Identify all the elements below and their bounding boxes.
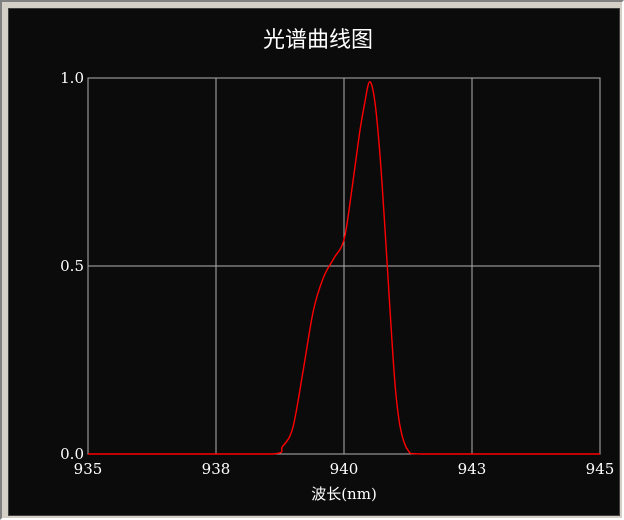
series-group	[88, 81, 600, 455]
spectrum-series-line	[88, 81, 600, 455]
chart-title: 光谱曲线图	[263, 28, 373, 53]
y-tick-label: 0.0	[60, 445, 84, 463]
x-tick-label: 945	[586, 460, 615, 478]
x-axis-label: 波长(nm)	[311, 485, 377, 503]
tick-labels: 935 938 940 943 945 0.0 0.5 1.0	[60, 69, 614, 478]
x-tick-label: 935	[74, 460, 103, 478]
spectrum-chart: 光谱曲线图 935 938 940 943 945 0.0 0.5 1.0 波长(nm)	[60, 28, 614, 503]
x-tick-label: 940	[330, 460, 359, 478]
y-tick-label: 1.0	[60, 69, 84, 87]
grid-lines	[87, 77, 601, 455]
y-tick-label: 0.5	[60, 257, 84, 275]
chart-panel: 光谱曲线图 935 938 940 943 945 0.0 0.5 1.0 波长(nm)	[8, 8, 620, 516]
x-tick-label: 943	[458, 460, 487, 478]
x-tick-label: 938	[202, 460, 231, 478]
